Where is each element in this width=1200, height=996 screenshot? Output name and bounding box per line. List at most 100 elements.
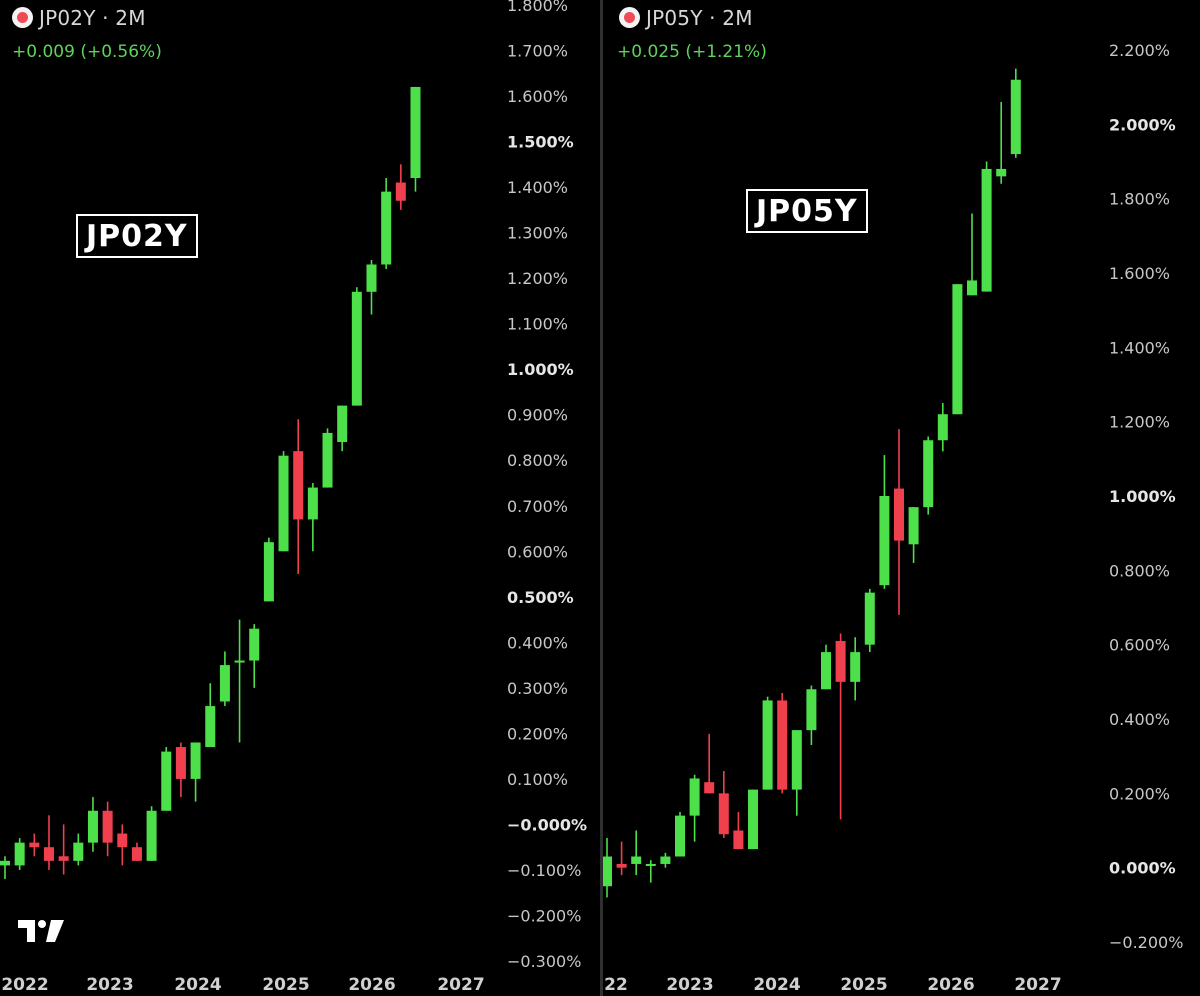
candle[interactable] — [879, 455, 890, 589]
candle[interactable] — [675, 811, 685, 857]
candle-body — [43, 847, 54, 861]
y-tick-label: −0.100% — [507, 861, 581, 880]
candlestick-chart-jp02y[interactable]: 1.800% 1.700% 1.600% 1.500% 1.400% 1.300% 1.20… — [0, 0, 600, 996]
candle[interactable] — [923, 436, 934, 515]
y-tick-label: 1.800% — [1109, 190, 1170, 209]
candle[interactable] — [14, 838, 25, 870]
candle-body — [791, 730, 802, 790]
candle-body — [996, 168, 1007, 177]
candle[interactable] — [748, 789, 758, 850]
candle-body — [718, 793, 729, 835]
x-axis[interactable]: 22 2023 2024 2025 2026 2027 — [604, 975, 1062, 995]
candle[interactable] — [205, 683, 216, 748]
candle[interactable] — [381, 177, 392, 270]
candle[interactable] — [322, 428, 333, 488]
candle[interactable] — [73, 833, 84, 866]
panel-divider[interactable] — [600, 0, 603, 996]
candle[interactable] — [952, 284, 963, 415]
candle-body — [1010, 79, 1021, 155]
candle[interactable] — [146, 806, 157, 861]
candle[interactable] — [718, 771, 729, 838]
candle[interactable] — [1010, 68, 1021, 158]
candle[interactable] — [351, 287, 362, 406]
candle-body — [704, 782, 715, 794]
y-tick-label: 1.000% — [1109, 487, 1176, 506]
candle[interactable] — [689, 774, 700, 842]
candle-body — [395, 182, 406, 201]
candle[interactable] — [864, 588, 875, 653]
y-axis[interactable]: 1.800% 1.700% 1.600% 1.500% 1.400% 1.300% 1.20… — [507, 0, 587, 971]
candle[interactable] — [58, 824, 69, 875]
symbol-title[interactable]: JP05Y · 2M — [646, 6, 753, 30]
candle[interactable] — [117, 824, 128, 866]
y-tick-label: 1.100% — [507, 315, 568, 334]
candle[interactable] — [366, 259, 377, 315]
candle[interactable] — [395, 164, 406, 210]
y-tick-label: 2.000% — [1109, 115, 1176, 134]
candle[interactable] — [894, 429, 904, 615]
candle[interactable] — [762, 696, 773, 790]
candle-body — [131, 847, 142, 861]
y-tick-label: 0.000% — [1109, 859, 1176, 878]
candle[interactable] — [278, 451, 289, 552]
y-tick-label: 0.600% — [1109, 636, 1170, 655]
candle[interactable] — [996, 102, 1007, 184]
candle[interactable] — [161, 747, 172, 811]
candle[interactable] — [263, 537, 274, 602]
candle[interactable] — [234, 619, 245, 743]
candle[interactable] — [29, 833, 40, 857]
candle[interactable] — [821, 644, 831, 690]
candle[interactable] — [87, 797, 98, 852]
candle[interactable] — [43, 815, 54, 870]
x-tick-label: 22 — [604, 975, 628, 995]
candle[interactable] — [733, 811, 744, 850]
candle[interactable] — [249, 624, 260, 688]
candle[interactable] — [704, 733, 715, 794]
candle[interactable] — [967, 213, 977, 296]
y-tick-label: 1.500% — [507, 133, 574, 152]
y-tick-label: 1.600% — [507, 87, 568, 106]
candle[interactable] — [0, 856, 10, 880]
candle-body — [29, 842, 40, 848]
candle[interactable] — [337, 405, 348, 452]
x-tick-label: 2023 — [86, 975, 133, 995]
candle[interactable] — [660, 852, 671, 868]
candle[interactable] — [616, 841, 627, 876]
candle[interactable] — [102, 801, 113, 857]
candle[interactable] — [777, 692, 788, 794]
candle-body — [616, 863, 627, 868]
candle[interactable] — [190, 742, 201, 802]
candle[interactable] — [806, 685, 817, 746]
candlestick-chart-jp05y[interactable]: 2.200% 2.000% 1.800% 1.600% 1.400% 1.200% 1.00… — [603, 0, 1200, 996]
x-axis[interactable]: 2022 2023 2024 2025 2026 2027 — [1, 975, 484, 995]
candle[interactable] — [219, 651, 230, 707]
candle[interactable] — [981, 161, 992, 292]
price-change: +0.025 (+1.21%) — [617, 42, 767, 62]
y-axis[interactable]: 2.200% 2.000% 1.800% 1.600% 1.400% 1.200% 1.00… — [1109, 41, 1183, 952]
candle[interactable] — [631, 830, 642, 876]
price-change: +0.009 (+0.56%) — [12, 42, 162, 62]
candle-body — [645, 863, 656, 866]
chart-panel-jp02y: JP02Y · 2M +0.009 (+0.56%) 1.800% 1.700% 1… — [0, 0, 600, 996]
candle[interactable] — [835, 633, 846, 820]
y-tick-label: 1.200% — [507, 269, 568, 288]
candle[interactable] — [175, 742, 186, 798]
symbol-label-box: JP05Y — [746, 189, 868, 233]
candle[interactable] — [908, 507, 919, 563]
candle[interactable] — [307, 483, 318, 552]
candle-body — [102, 810, 113, 843]
y-tick-label: −0.300% — [507, 952, 581, 971]
candle[interactable] — [603, 837, 612, 898]
candle[interactable] — [645, 860, 656, 883]
candle[interactable] — [937, 403, 948, 452]
symbol-title[interactable]: JP02Y · 2M — [39, 6, 146, 30]
candle[interactable] — [131, 842, 142, 861]
candle[interactable] — [410, 86, 421, 192]
candle-body — [146, 810, 157, 861]
candle[interactable] — [791, 730, 802, 816]
candle[interactable] — [850, 637, 861, 701]
candle-body — [879, 496, 890, 586]
candle-body — [234, 660, 245, 663]
candle[interactable] — [293, 419, 304, 575]
y-tick-label: −0.200% — [1109, 933, 1183, 952]
